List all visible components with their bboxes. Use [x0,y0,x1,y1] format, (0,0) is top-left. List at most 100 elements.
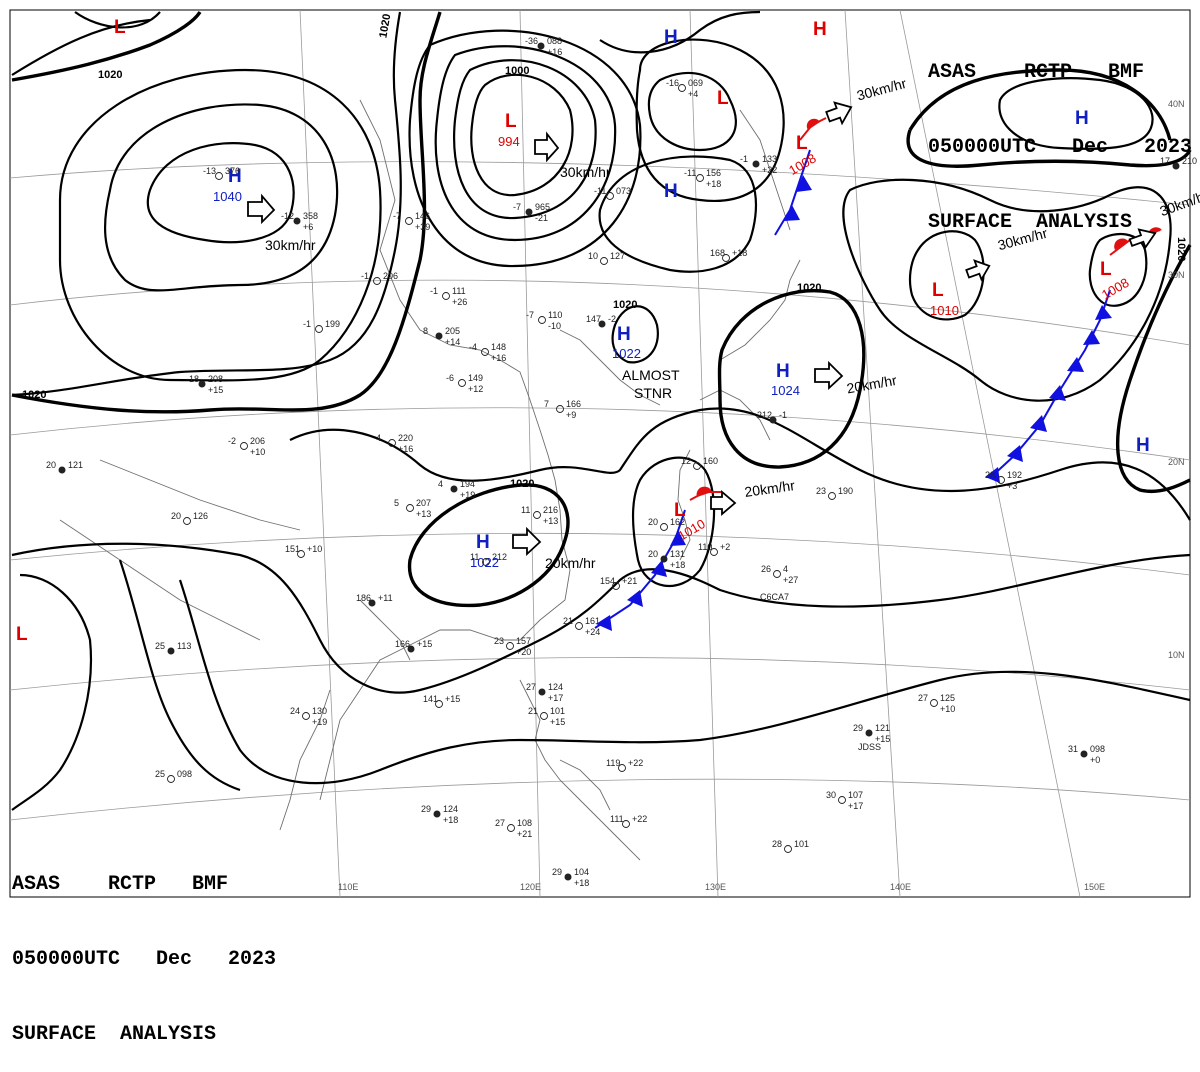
station-value-b: 162 [670,517,685,527]
station-plot: 20 126 [171,511,208,525]
station-value-b: 098 [1090,744,1105,754]
station-id: JDSS [858,742,881,752]
longitude-label: 110E [338,882,358,892]
high-center-letter: H [664,181,678,202]
high-center-letter: H [617,324,631,345]
station-value-c: +13 [543,516,558,526]
isobar-label: 1020 [510,478,534,490]
station-value-a: 11 [521,505,530,515]
station-value-a: -11 [684,168,696,178]
station-id: C6CA7 [760,592,789,602]
station-value-b: 190 [838,486,853,496]
station-plots: -36 088+16-16 069+4-13 376-12 358+6-7 146+39-… [46,36,1197,888]
station-plot: 141 +15 [423,694,460,708]
station-plot: -6 149+12 [446,373,483,394]
station-value-c: +16 [398,444,413,454]
station-circle [710,548,718,556]
movement-label: 20km/hr [545,555,596,571]
center-pressure-value: 994 [498,134,520,149]
station-value-b: 124 [443,804,458,814]
station-value-a: -13 [203,166,216,176]
station-value-b: 073 [616,186,631,196]
station-value-b: 131 [670,549,685,559]
station-value-c: +20 [516,647,531,657]
station-value-c: +6 [303,222,313,232]
station-value-a: 147 [586,314,601,324]
station-value-b: 207 [416,498,431,508]
cold-front-north [774,149,811,236]
station-value-a: 12 [681,456,691,466]
station-value-a: 119 [606,758,620,768]
station-ids: C6CA7 JDSS [760,592,881,752]
station-circle [538,316,546,324]
station-circle [373,277,381,285]
graticule-labels: 110E 120E 130E 140E 150E 40N 30N 20N 10N [338,99,1185,892]
station-value-c: +39 [415,222,430,232]
station-plot: 12 160 [681,456,718,470]
station-value-b: +15 [445,694,460,704]
station-circle [600,257,608,265]
station-value-c: +12 [468,384,483,394]
center-pressure-value: 1022 [612,346,641,361]
station-circle [1080,750,1088,758]
station-value-b: +21 [622,576,637,586]
station-value-a: 154 [600,576,615,586]
station-plot: -13 376 [203,166,240,180]
station-value-b: 148 [491,342,506,352]
station-value-a: 17 [1160,156,1170,166]
station-value-a: 111 [610,814,624,824]
station-value-c: +22 [762,165,777,175]
station-value-b: 113 [177,641,191,651]
station-circle [506,642,514,650]
station-value-c: +15 [208,385,223,395]
station-plot: 29 124+18 [421,804,458,825]
station-plot: 147 -2 [586,314,616,328]
station-plot: -1 111+26 [430,286,467,307]
station-value-b: 192 [1007,470,1022,480]
station-value-a: 29 [421,804,431,814]
station-value-b: 126 [193,511,208,521]
station-value-b: +11 [378,593,393,603]
station-value-c: +18 [574,878,589,888]
station-circle [537,42,545,50]
station-circle [167,647,175,655]
station-value-b: 127 [610,251,625,261]
station-value-a: 29 [853,723,863,733]
isobars [11,10,1192,811]
low-center-letter: H [813,19,827,40]
high-center-letter: H [1136,435,1150,456]
station-circle [458,379,466,387]
station-value-a: -36 [525,36,538,46]
station-value-b: 206 [383,271,398,281]
station-plot: 20 162 [648,517,685,531]
movement-labels: 30km/hr 30km/hr 30km/hr 30km/hr 30km/hr … [265,75,1200,571]
station-circle [482,558,490,566]
station-circle [838,796,846,804]
station-value-a: -6 [446,373,454,383]
station-circle [315,325,323,333]
station-value-b: 376 [225,166,240,176]
station-value-c: +16 [491,353,506,363]
station-value-b: 161 [585,616,600,626]
station-value-b: -2 [608,314,616,324]
station-value-b: 110 [548,310,562,320]
station-value-b: +2 [720,542,730,552]
station-value-a: 10 [588,251,598,261]
lat-lon-grid [9,9,1191,898]
station-circle [388,439,396,447]
station-value-c: +17 [548,693,563,703]
station-circle [58,466,66,474]
station-plot: 27 125+10 [918,693,955,714]
station-value-b: 160 [703,456,718,466]
station-value-a: 30 [826,790,836,800]
station-plot: 25 113 [155,641,191,655]
isobar-labels: 1020 1020 1000 1020 1020 1020 1020 1020 [22,13,1187,490]
station-plot: -1 133+22 [740,154,777,175]
latitude-label: 20N [1168,457,1185,467]
station-value-a: 20 [46,460,56,470]
station-value-b: +22 [628,758,643,768]
station-value-a: 31 [1068,744,1078,754]
station-value-a: 20 [171,511,181,521]
latitude-label: 10N [1168,650,1185,660]
station-value-c: +17 [848,801,863,811]
